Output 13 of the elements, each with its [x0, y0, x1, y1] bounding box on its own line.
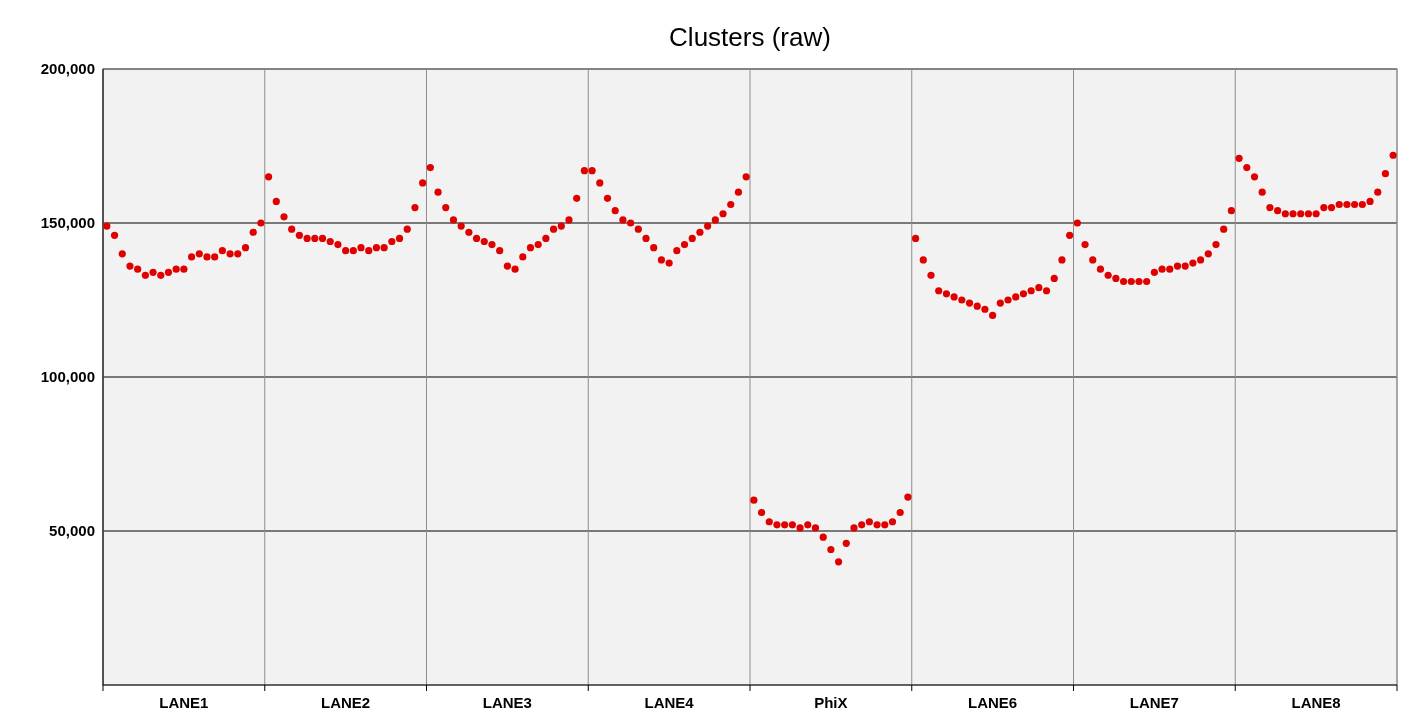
- x-tick-label: LANE7: [1129, 694, 1179, 711]
- x-tick-label: LANE1: [159, 694, 209, 711]
- y-tick-label: 100,000: [40, 368, 95, 385]
- x-tick-label: PhiX: [814, 694, 848, 711]
- y-tick-label: 50,000: [49, 522, 95, 539]
- x-tick-label: LANE4: [644, 694, 695, 711]
- y-tick-label: 200,000: [40, 60, 95, 77]
- x-tick-label: LANE8: [1291, 694, 1341, 711]
- x-tick-label: LANE6: [968, 694, 1018, 711]
- x-tick-label: LANE3: [482, 694, 532, 711]
- x-tick-label: LANE2: [321, 694, 371, 711]
- chart-title: Clusters (raw): [669, 22, 831, 52]
- y-tick-label: 150,000: [40, 214, 95, 231]
